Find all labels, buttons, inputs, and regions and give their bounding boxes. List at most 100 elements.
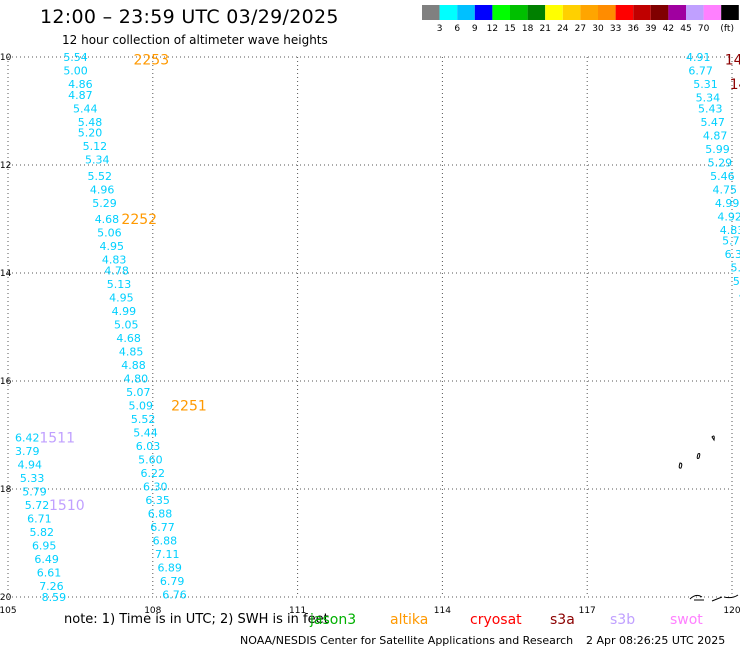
wave-height-point: 3.79: [15, 445, 40, 458]
wave-height-point: 6.61: [37, 567, 62, 580]
color-scale-swatch: [474, 5, 493, 20]
color-scale-tick: 70: [698, 24, 710, 34]
wave-height-point: 5.31: [693, 78, 718, 91]
wave-height-point: 5.34: [696, 92, 721, 105]
pass-number-label: 14: [730, 77, 740, 93]
wave-height-point: 6.77: [688, 65, 713, 78]
color-scale-swatch: [686, 5, 704, 20]
color-scale-swatch: [510, 5, 528, 20]
wave-height-point: 6.35: [145, 494, 170, 507]
wave-height-point: 6.77: [150, 521, 175, 534]
color-scale-swatch: [668, 5, 686, 20]
wave-height-point: 5.52: [131, 413, 156, 426]
coastline-islands: [678, 435, 739, 602]
wave-height-point: 6.88: [153, 534, 178, 547]
wave-height-point: 4.78: [104, 264, 129, 277]
pass-number-label: 1511: [39, 431, 75, 447]
color-scale-tick: 27: [575, 24, 586, 34]
color-scale-swatch: [545, 5, 563, 20]
wave-height-point: 4.94: [17, 459, 42, 472]
color-scale-swatch: [598, 5, 616, 20]
generated-timestamp: 2 Apr 08:26:25 UTC 2025: [586, 634, 726, 647]
color-scale-swatch: [703, 5, 722, 20]
wave-height-point: 5.00: [63, 65, 88, 78]
x-tick-label: 111: [289, 606, 306, 616]
wave-height-point: 5.44: [73, 102, 98, 115]
x-tick-label: 117: [579, 606, 596, 616]
wave-height-point: 6.42: [15, 432, 40, 445]
x-tick-label: 105: [0, 606, 17, 616]
wave-height-point: 6.71: [27, 513, 52, 526]
wave-height-point: 6.22: [141, 467, 166, 480]
wave-height-point: 5.79: [22, 486, 47, 499]
wave-height-point: 5.54: [63, 51, 88, 64]
wave-height-point: 7.26: [39, 580, 64, 593]
satellite-legend-item: s3b: [610, 612, 636, 628]
wave-height-point: 5.44: [133, 426, 158, 439]
wave-height-point: 4.68: [95, 213, 120, 226]
color-scale-tick: 3: [437, 24, 443, 34]
color-scale-swatch: [721, 5, 739, 20]
wave-height-point: 5.48: [78, 116, 103, 129]
color-scale-swatch: [527, 5, 546, 20]
wave-height-point: 4.68: [116, 332, 141, 345]
y-tick-label: -14: [0, 269, 12, 279]
color-scale-swatch: [439, 5, 458, 20]
color-scale-swatch: [615, 5, 634, 20]
credit-line: NOAA/NESDIS Center for Satellite Applica…: [240, 634, 574, 647]
color-scale-tick: 45: [680, 24, 691, 34]
wave-height-point: 4.96: [90, 183, 115, 196]
wave-height-point: 4.87: [68, 89, 93, 102]
color-scale-tick: 6: [454, 24, 460, 34]
color-scale-swatch: [633, 5, 651, 20]
wave-height-point: 5.09: [128, 399, 153, 412]
wave-height-point: 6.03: [136, 440, 161, 453]
color-scale-legend: 3 6 9 12 15 18 21 24 27 30 33 36 39 42 45 70 (ft): [422, 5, 739, 34]
color-scale-tick: 24: [557, 24, 569, 34]
color-scale-tick: 39: [645, 24, 657, 34]
wave-height-point: 6.30: [143, 480, 168, 493]
color-scale-swatch: [650, 5, 669, 20]
wave-height-point: 5.13: [107, 278, 132, 291]
wave-height-point: 4.99: [715, 197, 740, 210]
wave-height-point: 6.76: [162, 588, 187, 601]
wave-height-point: 4.83: [102, 254, 127, 267]
pass-number-label: 2252: [121, 212, 157, 228]
x-tick-label: 108: [144, 606, 161, 616]
wave-height-point: 5.82: [30, 526, 55, 539]
y-tick-label: -12: [0, 161, 11, 171]
pass-number-label: 2251: [171, 398, 207, 414]
color-scale-swatch: [492, 5, 510, 20]
x-tick-label: 120: [723, 606, 740, 616]
wave-height-point: 5.34: [85, 154, 110, 167]
wave-height-point: 6.79: [160, 575, 185, 588]
wave-height-point: 8.59: [42, 591, 67, 604]
color-scale-swatch: [562, 5, 581, 20]
wave-height-point: 4.88: [121, 359, 146, 372]
wave-height-point: 4.95: [109, 291, 134, 304]
wave-height-point: 5.99: [705, 143, 730, 156]
color-scale-tick: 18: [522, 24, 534, 34]
wave-height-point: 5.43: [698, 102, 723, 115]
pass-number-label: 2253: [133, 53, 169, 69]
wave-height-point: 5.07: [126, 386, 151, 399]
wave-height-point: 5.20: [78, 127, 103, 140]
wave-height-point: 6.49: [34, 553, 59, 566]
color-scale-tick: 12: [487, 24, 498, 34]
x-tick-label: 114: [434, 606, 451, 616]
page-title: 12:00 – 23:59 UTC 03/29/2025: [40, 6, 339, 28]
wave-height-point: 5.46: [710, 170, 735, 183]
wave-height-point: 5.72: [25, 499, 50, 512]
wave-height-point: 4.83: [720, 224, 740, 237]
wave-height-point: 4.87: [703, 129, 728, 142]
wave-height-point: 5.12: [83, 140, 108, 153]
color-scale-tick: 36: [627, 24, 639, 34]
y-tick-label: -16: [0, 377, 12, 387]
wave-height-point: 5.33: [20, 472, 45, 485]
satellite-legend-item: jason3: [310, 612, 357, 628]
satellite-legend-item: altika: [390, 612, 429, 628]
color-scale-tick: 42: [663, 24, 674, 34]
wave-height-point: 5.4: [730, 262, 740, 275]
wave-height-point: 6.88: [148, 507, 173, 520]
